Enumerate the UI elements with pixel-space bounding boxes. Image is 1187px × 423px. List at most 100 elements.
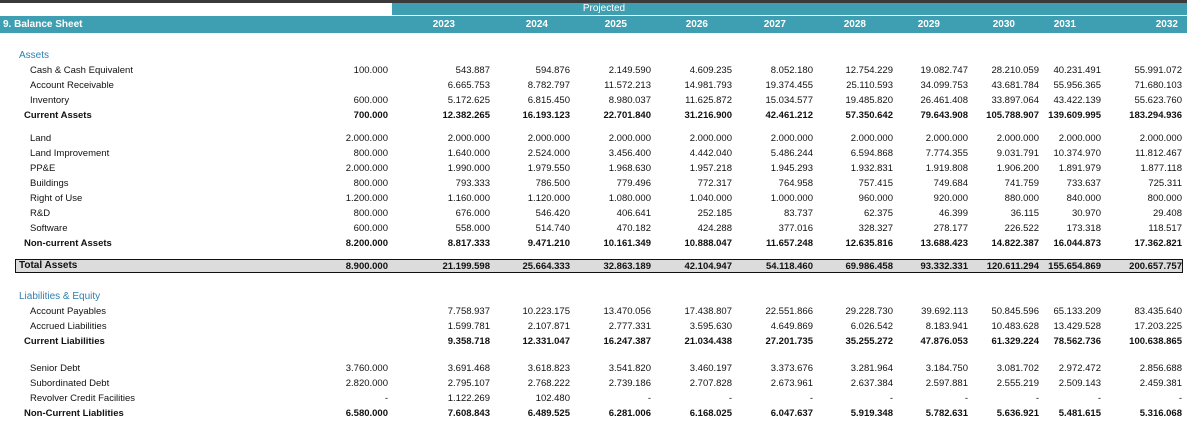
- cell-ar-2025: 11.572.213: [604, 80, 651, 91]
- cell-cl-2028: 35.255.272: [845, 336, 893, 347]
- cell-nca-2032: 17.362.821: [1134, 238, 1182, 249]
- cell-sub-2028: 2.637.384: [850, 378, 893, 389]
- cell-ta-base: 8.900.000: [345, 261, 388, 272]
- cell-rcf-2023: 1.122.269: [447, 393, 490, 404]
- cell-land-2032: 2.000.000: [1139, 133, 1182, 144]
- cell-ppe-2029: 1.919.808: [925, 163, 968, 174]
- cell-inv-2026: 11.625.872: [685, 95, 732, 106]
- row-label-rcf: Revolver Credit Facilities: [30, 393, 136, 404]
- cell-rd-2028: 62.375: [863, 208, 893, 219]
- cell-cash-2031: 40.231.491: [1053, 65, 1101, 76]
- cell-ta-2031: 155.654.869: [1048, 261, 1101, 272]
- cell-ncl-2026: 6.168.025: [689, 408, 732, 419]
- cell-inv-2030: 33.897.064: [991, 95, 1039, 106]
- cell-rd-2031: 30.970: [1071, 208, 1101, 219]
- cell-sw-2032: 118.517: [1148, 223, 1182, 234]
- cell-nca-2031: 16.044.873: [1053, 238, 1101, 249]
- cell-ap-2026: 17.438.807: [684, 306, 732, 317]
- row-label-al: Accrued Liabilities: [30, 321, 107, 332]
- cell-cash-2032: 55.991.072: [1134, 65, 1182, 76]
- cell-al-2030: 10.483.628: [991, 321, 1039, 332]
- cell-land-2026: 2.000.000: [689, 133, 732, 144]
- cell-sd-2026: 3.460.197: [689, 363, 732, 374]
- cell-inv-2029: 26.461.408: [920, 95, 968, 106]
- total-assets-bar: [15, 259, 1183, 273]
- cell-rcf-base: -: [384, 393, 388, 404]
- cell-rou-2024: 1.120.000: [527, 193, 570, 204]
- row-label-bld: Buildings: [30, 178, 69, 189]
- cell-rou-2030: 880.000: [1004, 193, 1039, 204]
- cell-sd-2028: 3.281.964: [850, 363, 893, 374]
- cell-ppe-2025: 1.968.630: [608, 163, 651, 174]
- header-band: [0, 16, 1187, 33]
- cell-al-2026: 3.595.630: [689, 321, 732, 332]
- cell-inv-2025: 8.980.037: [608, 95, 651, 106]
- cell-bld-2030: 741.759: [1004, 178, 1039, 189]
- cell-al-2031: 13.429.528: [1053, 321, 1101, 332]
- header-band-top: [392, 3, 1187, 15]
- cell-land-base: 2.000.000: [345, 133, 388, 144]
- cell-rou-2027: 1.000.000: [770, 193, 813, 204]
- year-header-2026: 2026: [685, 19, 708, 30]
- cell-ca-2023: 12.382.265: [442, 110, 490, 121]
- cell-sd-2024: 3.618.823: [527, 363, 570, 374]
- cell-sw-2028: 328.327: [858, 223, 893, 234]
- section-assets: Assets: [19, 50, 50, 61]
- cell-ncl-2029: 5.782.631: [925, 408, 968, 419]
- cell-rcf-2028: -: [889, 393, 893, 404]
- cell-ca-2027: 42.461.212: [765, 110, 813, 121]
- cell-sub-2023: 2.795.107: [447, 378, 490, 389]
- cell-nca-base: 8.200.000: [345, 238, 388, 249]
- cell-rcf-2030: -: [1035, 393, 1039, 404]
- cell-cl-2025: 16.247.387: [603, 336, 651, 347]
- cell-rd-2025: 406.641: [616, 208, 651, 219]
- row-label-land: Land: [30, 133, 52, 144]
- cell-ap-2030: 50.845.596: [991, 306, 1039, 317]
- cell-sw-2029: 278.177: [933, 223, 968, 234]
- cell-li-2029: 7.774.355: [925, 148, 968, 159]
- cell-ar-2027: 19.374.455: [765, 80, 813, 91]
- cell-nca-2026: 10.888.047: [684, 238, 732, 249]
- cell-cash-2030: 28.210.059: [991, 65, 1039, 76]
- cell-ca-2032: 183.294.936: [1129, 110, 1182, 121]
- cell-ca-2024: 16.193.123: [522, 110, 570, 121]
- cell-rou-2029: 920.000: [933, 193, 968, 204]
- cell-al-2025: 2.777.331: [608, 321, 651, 332]
- year-header-2031: 2031: [1053, 19, 1076, 30]
- cell-sd-2030: 3.081.702: [996, 363, 1039, 374]
- cell-ta-2028: 69.986.458: [845, 261, 893, 272]
- cell-ca-2025: 22.701.840: [603, 110, 651, 121]
- cell-ta-2029: 93.332.331: [920, 261, 968, 272]
- cell-ppe-2024: 1.979.550: [527, 163, 570, 174]
- cell-ta-2023: 21.199.598: [442, 261, 490, 272]
- cell-nca-2025: 10.161.349: [603, 238, 651, 249]
- cell-rcf-2032: -: [1178, 393, 1182, 404]
- cell-cl-2032: 100.638.865: [1129, 336, 1182, 347]
- cell-land-2028: 2.000.000: [850, 133, 893, 144]
- cell-ap-2024: 10.223.175: [522, 306, 570, 317]
- cell-li-2028: 6.594.868: [850, 148, 893, 159]
- cell-ppe-2032: 1.877.118: [1140, 163, 1182, 174]
- year-header-2029: 2029: [917, 19, 940, 30]
- cell-bld-2031: 733.637: [1066, 178, 1101, 189]
- cell-ap-2032: 83.435.640: [1134, 306, 1182, 317]
- sheet-title: 9. Balance Sheet: [3, 19, 83, 30]
- cell-li-2032: 11.812.467: [1135, 148, 1182, 159]
- cell-cash-2028: 12.754.229: [845, 65, 893, 76]
- cell-rcf-2025: -: [647, 393, 651, 404]
- row-label-sd: Senior Debt: [30, 363, 81, 374]
- row-label-cash: Cash & Cash Equivalent: [30, 65, 133, 76]
- cell-sub-2032: 2.459.381: [1139, 378, 1182, 389]
- cell-ncl-2025: 6.281.006: [608, 408, 651, 419]
- cell-land-2025: 2.000.000: [608, 133, 651, 144]
- cell-rou-base: 1.200.000: [345, 193, 388, 204]
- cell-land-2023: 2.000.000: [447, 133, 490, 144]
- cell-ta-2030: 120.611.294: [986, 261, 1039, 272]
- cell-al-2029: 8.183.941: [925, 321, 968, 332]
- cell-cash-2026: 4.609.235: [689, 65, 732, 76]
- cell-ppe-2028: 1.932.831: [850, 163, 893, 174]
- year-header-2023: 2023: [432, 19, 455, 30]
- cell-ar-2030: 43.681.784: [991, 80, 1039, 91]
- cell-bld-2029: 749.684: [933, 178, 968, 189]
- cell-rou-2032: 800.000: [1147, 193, 1182, 204]
